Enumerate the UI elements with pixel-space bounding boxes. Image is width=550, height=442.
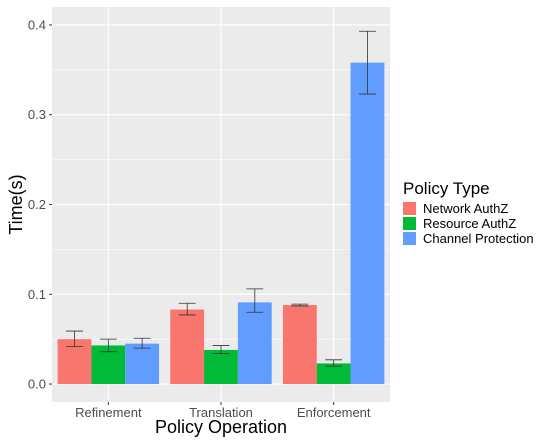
error-bars <box>66 30 376 367</box>
grid-lines <box>52 7 390 402</box>
x-tick-label: Refinement <box>75 405 142 420</box>
x-tick-label: Translation <box>189 405 253 420</box>
bar <box>170 309 205 385</box>
bar <box>204 349 238 385</box>
x-tick-label: Enforcement <box>297 405 371 420</box>
legend-key <box>403 232 416 245</box>
bar <box>125 343 160 385</box>
bars <box>57 62 385 385</box>
bar <box>350 62 385 385</box>
bar <box>282 305 317 385</box>
bar <box>237 302 272 385</box>
x-axis: Refinement Translation Enforcement <box>75 402 371 420</box>
y-tick-label: 0.1 <box>28 287 46 302</box>
legend-key <box>403 202 416 215</box>
legend-label: Resource AuthZ <box>423 216 516 231</box>
legend-title: Policy Type <box>403 179 490 198</box>
x-axis-title: Policy Operation <box>155 417 287 437</box>
legend-label: Network AuthZ <box>423 201 508 216</box>
legend-label: Channel Protection <box>423 231 534 246</box>
legend-key <box>403 217 416 230</box>
y-tick-label: 0.0 <box>28 377 46 392</box>
y-tick-label: 0.2 <box>28 197 46 212</box>
y-tick-label: 0.4 <box>28 17 46 32</box>
bar <box>316 363 351 385</box>
y-tick-label: 0.3 <box>28 107 46 122</box>
y-axis-title: Time(s) <box>6 174 26 234</box>
y-axis: 0.0 0.1 0.2 0.3 0.4 <box>28 17 52 392</box>
